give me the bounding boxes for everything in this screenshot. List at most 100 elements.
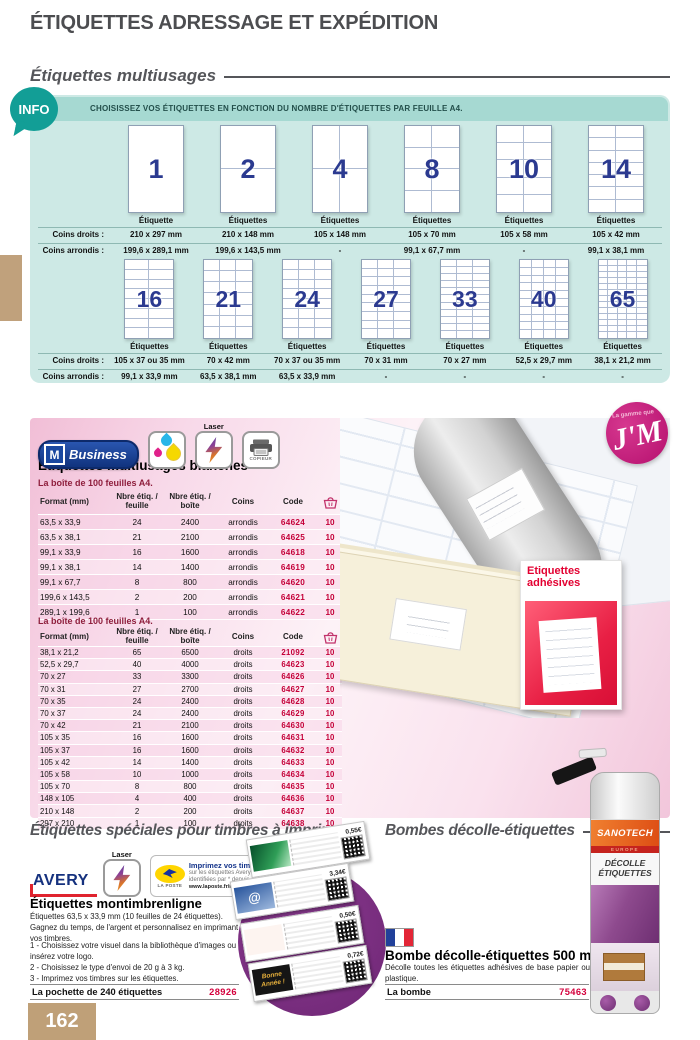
grid-cell: [440, 309, 457, 317]
grid-cell: [608, 266, 618, 272]
cell-per-sheet: 14: [112, 560, 162, 575]
grid-cell: [608, 260, 618, 266]
laser-label: Laser: [111, 850, 132, 859]
cell-qty: 10: [318, 530, 342, 545]
grid-cell: [440, 267, 457, 275]
grid-cell: [393, 277, 410, 286]
grid-cell: [149, 270, 174, 280]
grid-cell: [361, 320, 378, 330]
layout-count: 40: [530, 285, 557, 312]
cell-coins: arrondis: [218, 515, 268, 530]
cell-per-sheet: 1: [112, 817, 162, 830]
basket-icon: [318, 490, 342, 515]
column-header: Nbre étiq. / feuille: [112, 490, 162, 515]
cell-qty: 10: [318, 515, 342, 530]
can-purple-band: [591, 885, 659, 943]
stamp-image: @: [233, 881, 276, 914]
layout-name: Étiquettes: [228, 216, 268, 225]
section-heading-multiusages: Étiquettes multiusages: [30, 66, 670, 86]
grid-cell: [405, 169, 432, 191]
laser-icon: [194, 431, 233, 469]
layout-count: 4: [332, 153, 348, 184]
cell-qty: 10: [318, 575, 342, 590]
basket-icon: [318, 628, 342, 647]
cell-qty: 10: [318, 671, 342, 684]
layout-sheet: 8: [404, 125, 460, 213]
name-strip: Étiquette Étiquettes Étiquettes Étiquettes É…: [38, 213, 662, 225]
layout-cell: 24: [268, 259, 347, 339]
page-edge-tab: [0, 255, 22, 321]
grid-cell: [617, 308, 628, 314]
cell-per-sheet: 33: [112, 671, 162, 684]
layout-name: Étiquettes: [603, 342, 642, 351]
cell-code: 64628: [268, 695, 318, 708]
printer-glyph: [249, 439, 272, 456]
cell-per-box: 3300: [162, 671, 218, 684]
qr-code-icon: [324, 875, 350, 901]
laposte-oval: [154, 864, 185, 883]
layout-dimension: 70 x 27 mm: [443, 356, 487, 365]
grid-cell: [627, 278, 637, 284]
grid-cell: [220, 293, 237, 305]
grid-cell: [472, 317, 489, 324]
grid-cell: [531, 275, 544, 284]
grid-cell: [598, 260, 609, 266]
grid-cell: [393, 286, 410, 295]
stamp-right: 0,72€: [341, 950, 368, 983]
step-item: 2 - Choisissez le type d'envoi de 20 g à…: [30, 962, 185, 972]
layout-dimension: 70 x 37 ou 35 mm: [274, 356, 341, 365]
cell-coins: arrondis: [218, 590, 268, 605]
cell-code: 64629: [268, 707, 318, 721]
layout-name: Étiquettes: [208, 342, 248, 351]
grid-cell: [456, 260, 473, 268]
cell-coins: droits: [218, 744, 268, 757]
grid-cell: [125, 299, 150, 309]
can-bottom: [591, 991, 659, 1013]
grid-cell: [204, 282, 221, 294]
grid-cell: [520, 330, 532, 338]
grid-cell: [608, 296, 618, 302]
grid-cell: [220, 315, 237, 327]
column-header: Nbre étiq. / boîte: [162, 490, 218, 515]
grid-cell: [608, 302, 618, 308]
layout-sheet: 14: [588, 125, 644, 213]
cell-code: 64618: [268, 545, 318, 560]
cell-code: 64624: [268, 515, 318, 530]
cell-coins: droits: [218, 781, 268, 794]
business-brand-logo: M Business: [38, 440, 139, 469]
grid-cell: [543, 260, 556, 268]
grid-cell: [456, 316, 473, 324]
grid-cell: [432, 169, 459, 191]
grid-cell: [440, 274, 457, 282]
grid-cell: [617, 320, 628, 326]
layout-name: Étiquettes: [366, 342, 406, 351]
stamps-description: Étiquettes 63,5 x 33,9 mm (10 feuilles d…: [30, 912, 250, 945]
cell-code: 64622: [268, 605, 318, 620]
grid-cell: [543, 306, 556, 315]
grid-cell: [361, 286, 378, 295]
layout-dimension: 63,5 x 38,1 mm: [200, 372, 257, 381]
cell-code: 64638: [268, 817, 318, 830]
grid-cell: [598, 284, 609, 290]
corner-type-label: Coins arrondis :: [42, 372, 104, 381]
grid-cell: [149, 319, 174, 329]
stamp-image: [249, 839, 292, 872]
layout-name: Étiquettes: [445, 342, 485, 351]
laser-icon-col: Laser: [102, 850, 141, 897]
grid-cell: [531, 260, 544, 268]
cell-coins: droits: [218, 671, 268, 684]
heading-rule: [224, 76, 670, 78]
grid-cell: [627, 332, 637, 338]
grid-cell: [519, 314, 532, 323]
grid-cell: [440, 316, 457, 324]
grid-cell: [440, 295, 457, 303]
grid-cell: [543, 314, 556, 323]
grid-cell: [456, 267, 473, 275]
grid-cell: [377, 268, 394, 278]
grid-cell: [531, 322, 544, 331]
cell-per-box: 1600: [162, 545, 218, 560]
layout-dimension: 99,1 x 67,7 mm: [403, 246, 461, 255]
can-brand: SANOTECH: [591, 820, 659, 846]
grid-cell: [299, 279, 316, 290]
layout-dimension: 105 x 148 mm: [313, 230, 367, 239]
